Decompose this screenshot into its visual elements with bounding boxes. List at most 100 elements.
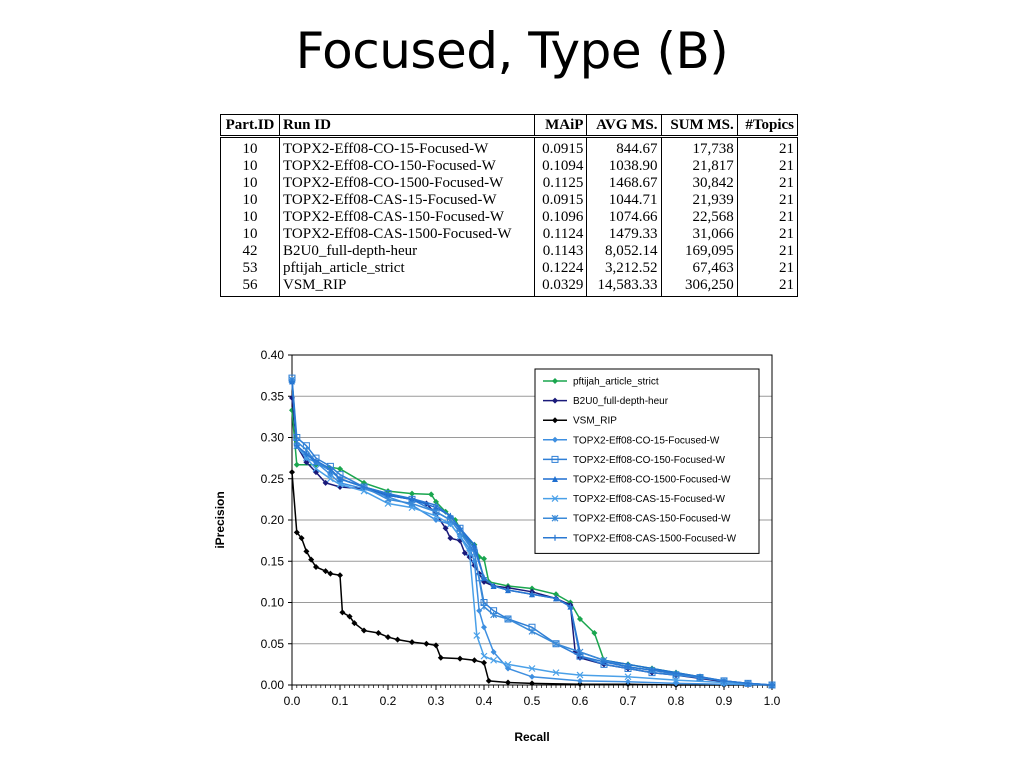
data-point (428, 491, 435, 498)
cell-topics: 21 (736, 158, 799, 175)
x-tick-label: 0.7 (620, 694, 637, 708)
data-point (409, 490, 415, 497)
cell-run-id: TOPX2-Eff08-CO-1500-Focused-W (278, 175, 536, 192)
cell-sum-ms: 306,250 (660, 277, 738, 297)
data-point (308, 556, 315, 563)
cell-sum-ms: 30,842 (660, 175, 738, 192)
data-point (672, 676, 680, 684)
data-point (552, 378, 558, 384)
legend-label: B2U0_full-depth-heur (573, 396, 669, 407)
data-point (322, 479, 329, 486)
data-point (625, 663, 631, 670)
y-tick-label: 0.05 (261, 637, 285, 651)
data-point (375, 630, 382, 637)
data-point (552, 397, 558, 404)
data-point (490, 649, 497, 655)
data-point (447, 512, 454, 519)
data-point (327, 465, 334, 472)
cell-part-id: 10 (220, 192, 280, 209)
data-point (293, 442, 300, 449)
cell-part-id: 53 (220, 260, 280, 277)
data-point (303, 548, 310, 555)
table-row: 10 TOPX2-Eff08-CAS-150-Focused-W 0.1096 107… (220, 209, 799, 226)
y-tick-label: 0.10 (261, 596, 285, 610)
cell-part-id: 10 (220, 209, 280, 226)
cell-avg-ms: 8,052.14 (586, 243, 662, 260)
data-point (289, 378, 295, 385)
data-point (490, 656, 498, 664)
data-point (553, 595, 559, 602)
x-tick-label: 0.9 (716, 694, 733, 708)
data-point (351, 620, 358, 627)
slide-title: Focused, Type (B) (295, 22, 729, 80)
data-point (337, 475, 343, 482)
data-point (409, 639, 415, 646)
data-point (552, 417, 558, 424)
data-point (529, 591, 535, 598)
y-tick-label: 0.30 (261, 431, 285, 445)
data-point (480, 603, 488, 611)
data-point (481, 555, 487, 562)
x-tick-label: 0.5 (524, 694, 541, 708)
data-point (336, 481, 344, 488)
column-header-topics: #Topics (736, 114, 799, 137)
data-point (337, 465, 343, 472)
x-axis-title: Recall (514, 730, 549, 744)
data-point (384, 495, 392, 503)
cell-avg-ms: 1479.33 (586, 226, 662, 243)
data-point (480, 652, 488, 660)
cell-topics: 21 (736, 226, 799, 243)
cell-run-id: VSM_RIP (278, 277, 536, 297)
data-point (505, 587, 511, 594)
cell-maip: 0.1096 (534, 209, 588, 226)
cell-avg-ms: 3,212.52 (586, 260, 662, 277)
series-8 (289, 378, 775, 688)
x-tick-label: 0.6 (572, 694, 589, 708)
data-point (697, 673, 703, 680)
data-point (432, 508, 440, 516)
data-point (409, 495, 415, 502)
data-point (457, 655, 463, 662)
data-point (447, 535, 454, 542)
cell-part-id: 10 (220, 175, 280, 192)
data-point (504, 615, 512, 623)
series-line (291, 381, 773, 686)
y-tick-label: 0.15 (261, 554, 285, 568)
data-point (577, 616, 583, 622)
cell-run-id: pftijah_article_strict (278, 260, 536, 277)
cell-maip: 0.0915 (534, 136, 588, 158)
series-2 (289, 469, 775, 688)
data-point (528, 627, 536, 635)
cell-maip: 0.1125 (534, 175, 588, 192)
legend-label: TOPX2-Eff08-CO-150-Focused-W (573, 455, 725, 466)
data-point (481, 659, 487, 666)
data-point (553, 591, 559, 598)
data-point (490, 583, 497, 589)
data-point (313, 564, 319, 571)
data-point (504, 660, 512, 668)
data-point (552, 534, 558, 541)
data-point (529, 680, 535, 687)
data-point (473, 632, 481, 639)
cell-part-id: 10 (220, 226, 280, 243)
cell-sum-ms: 67,463 (660, 260, 738, 277)
column-header-sum-ms: SUM MS. (660, 114, 738, 137)
data-point (577, 653, 583, 660)
data-point (293, 461, 300, 468)
cell-sum-ms: 169,095 (660, 243, 738, 260)
cell-topics: 21 (736, 136, 799, 158)
data-point (552, 640, 560, 648)
precision-recall-chart: 0.00 0.05 0.10 0.15 0.20 0.25 0.30 0.35 0.40 0.0… (213, 348, 781, 744)
table-row: 10 TOPX2-Eff08-CO-1500-Focused-W 0.1125 146… (220, 175, 799, 192)
data-point (551, 495, 559, 503)
data-point (337, 572, 343, 579)
data-point (673, 670, 679, 677)
cell-topics: 21 (736, 175, 799, 192)
data-point (673, 680, 679, 687)
column-header-run-id: Run ID (278, 114, 536, 137)
data-point (433, 502, 439, 509)
data-point (745, 680, 751, 687)
cell-sum-ms: 31,066 (660, 226, 738, 243)
results-table: Part.ID Run ID MAiP AVG MS. SUM MS. #Top… (220, 114, 799, 297)
cell-run-id: B2U0_full-depth-heur (278, 243, 536, 260)
